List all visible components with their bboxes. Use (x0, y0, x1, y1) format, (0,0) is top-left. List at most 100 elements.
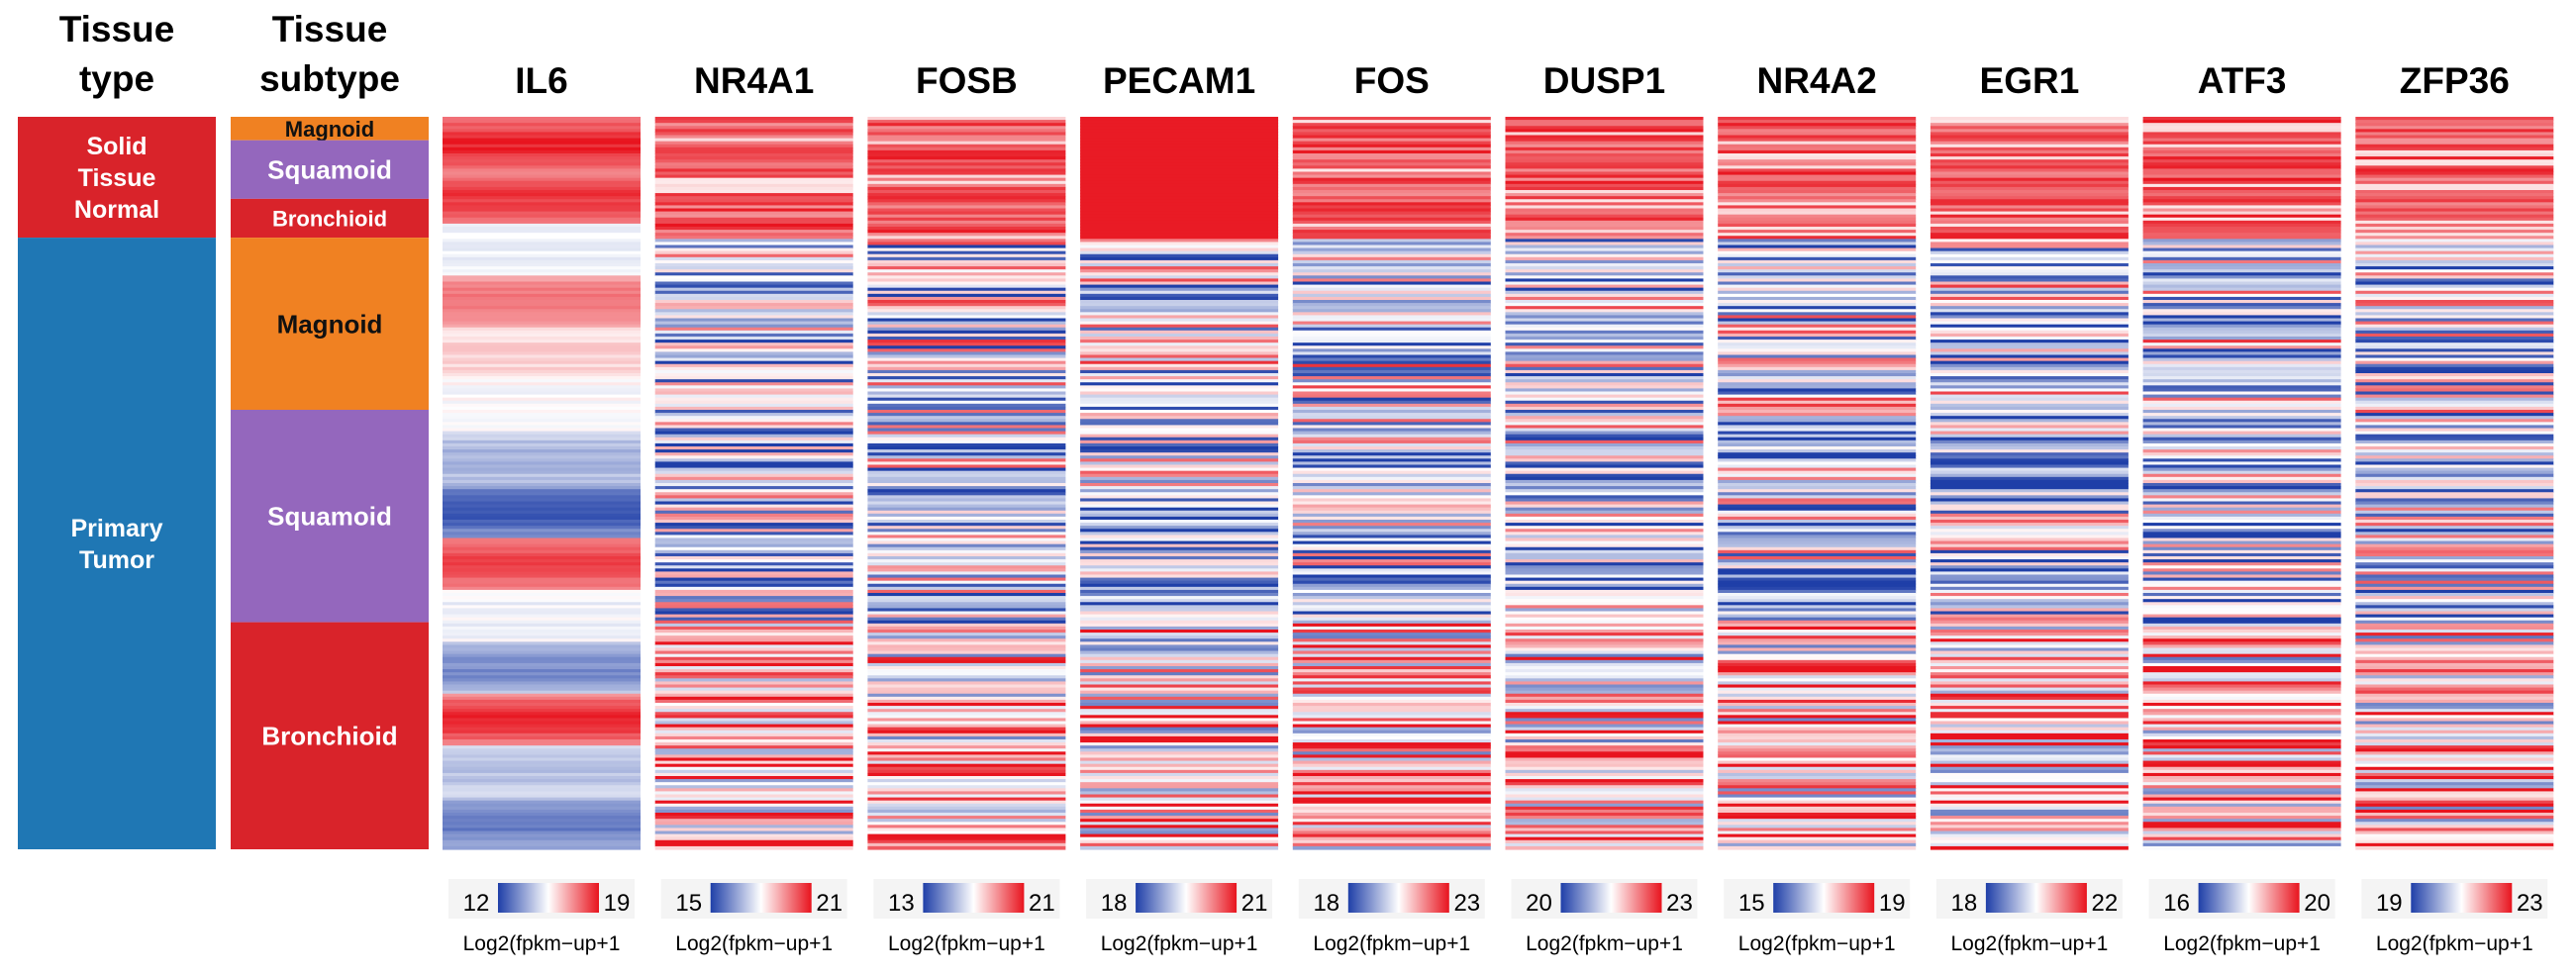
heatmap-cell (1505, 549, 1704, 554)
tissue_subtype-segment-label: Squamoid (267, 155, 392, 185)
heatmap-cell (1080, 256, 1279, 261)
heatmap-cell (2142, 678, 2341, 683)
heatmap-cell (1505, 385, 1704, 390)
heatmap-cell (1505, 193, 1704, 197)
heatmap-cell (1080, 220, 1279, 225)
heatmap-cell (1292, 586, 1491, 591)
heatmap-cell (443, 693, 641, 698)
heatmap-cell (1718, 754, 1917, 759)
heatmap-cell (2355, 788, 2554, 793)
heatmap-cell (1292, 690, 1491, 695)
heatmap-cell (654, 351, 853, 356)
heatmap-cell (1292, 788, 1491, 793)
heatmap-cell (2355, 177, 2554, 182)
heatmap-cell (443, 227, 641, 231)
legend-gradient (1347, 883, 1449, 913)
heatmap-cell (867, 416, 1066, 420)
heatmap-cell (1505, 586, 1704, 591)
heatmap-cell (1718, 489, 1917, 493)
heatmap-cell (443, 354, 641, 359)
heatmap-cell (443, 446, 641, 450)
heatmap-cell (867, 839, 1066, 844)
heatmap-cell (1505, 730, 1704, 734)
heatmap-column-nr4a2 (1718, 117, 1917, 850)
heatmap-cell (1930, 562, 2129, 566)
heatmap-cell (2142, 633, 2341, 636)
heatmap-cell (1718, 666, 1917, 670)
heatmap-cell (2355, 400, 2554, 405)
heatmap-cell (1930, 556, 2129, 560)
heatmap-cell (1292, 754, 1491, 759)
heatmap-cell (1080, 266, 1279, 270)
heatmap-cell (1505, 806, 1704, 811)
heatmap-cell (1292, 138, 1491, 143)
heatmap-cell (1080, 403, 1279, 408)
heatmap-cell (867, 833, 1066, 838)
heatmap-cell (2142, 735, 2341, 740)
heatmap-cell (443, 123, 641, 127)
gene-header-zfp36: ZFP36 (2400, 60, 2510, 101)
heatmap-cell (1080, 354, 1279, 359)
heatmap-cell (1505, 199, 1704, 203)
heatmap-cell (1292, 193, 1491, 197)
heatmap-cell (1718, 675, 1917, 679)
heatmap-cell (2142, 501, 2341, 506)
heatmap-cell (1292, 501, 1491, 506)
heatmap-cell (1080, 272, 1279, 276)
heatmap-cell (867, 183, 1066, 188)
heatmap-cell (654, 196, 853, 200)
heatmap-cell (1718, 644, 1917, 649)
heatmap-cell (1080, 806, 1279, 811)
heatmap-cell (2355, 656, 2554, 661)
heatmap-cell (2142, 769, 2341, 774)
heatmap-cell (867, 227, 1066, 231)
heatmap-cell (1505, 678, 1704, 683)
heatmap-cell (1718, 809, 1917, 814)
heatmap-cell (867, 504, 1066, 509)
heatmap-cell (1930, 825, 2129, 830)
heatmap-cell (1505, 410, 1704, 414)
heatmap-cell (2142, 410, 2341, 414)
heatmap-cell (443, 596, 641, 600)
heatmap-cell (1718, 281, 1917, 286)
legend-min: 19 (2376, 890, 2403, 917)
heatmap-cell (654, 129, 853, 134)
heatmap-cell (1292, 357, 1491, 362)
heatmap-cell (2355, 681, 2554, 686)
heatmap-cell (654, 162, 853, 166)
heatmap-cell (867, 641, 1066, 646)
heatmap-cell (1930, 153, 2129, 157)
heatmap-cell (867, 180, 1066, 185)
heatmap-cell (2142, 214, 2341, 219)
heatmap-cell (1930, 309, 2129, 313)
heatmap-cell (2355, 653, 2554, 658)
heatmap-cell (654, 342, 853, 346)
heatmap-cell (2355, 769, 2554, 774)
heatmap-cell (2355, 745, 2554, 749)
heatmap-cell (1718, 715, 1917, 720)
heatmap-cell (1292, 373, 1491, 377)
heatmap-cell (867, 388, 1066, 393)
heatmap-cell (867, 760, 1066, 765)
heatmap-cell (654, 650, 853, 655)
heatmap-cell (867, 772, 1066, 777)
heatmap-cell (1718, 842, 1917, 847)
heatmap-cell (443, 608, 641, 613)
heatmap-cell (654, 608, 853, 613)
heatmap-cell (867, 735, 1066, 740)
heatmap-cell (1080, 769, 1279, 774)
heatmap-cell (1080, 253, 1279, 258)
heatmap-cell (867, 562, 1066, 566)
heatmap-cell (1505, 419, 1704, 423)
heatmap-cell (1080, 382, 1279, 386)
heatmap-cell (654, 138, 853, 143)
heatmap-cell (443, 177, 641, 182)
heatmap-cell (1930, 205, 2129, 210)
heatmap-cell (1080, 129, 1279, 134)
heatmap-cell (1718, 699, 1917, 704)
heatmap-cell (1718, 623, 1917, 628)
heatmap-cell (1930, 806, 2129, 811)
heatmap-cell (443, 836, 641, 841)
heatmap-cell (443, 476, 641, 481)
